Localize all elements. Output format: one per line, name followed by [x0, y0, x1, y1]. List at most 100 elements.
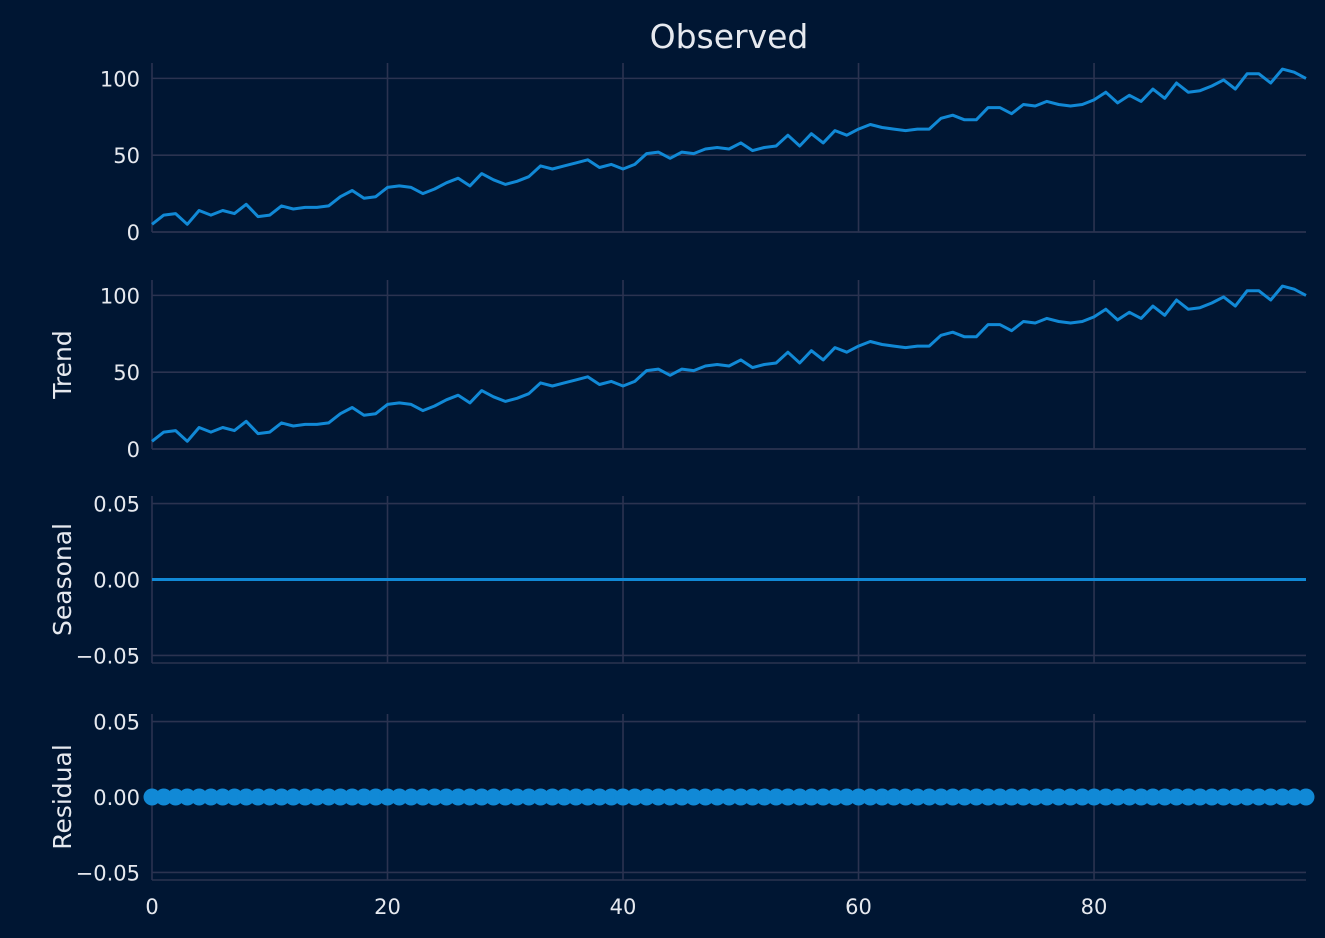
residual-point [1120, 788, 1138, 806]
residual-point [143, 788, 161, 806]
residual-point [626, 788, 644, 806]
residual-point [814, 788, 832, 806]
residual-point [496, 788, 514, 806]
residual-point [838, 788, 856, 806]
residual-point [343, 788, 361, 806]
ytick-label: −0.05 [76, 861, 140, 885]
ylabel-trend: Trend [48, 330, 77, 399]
residual-point [873, 788, 891, 806]
residual-point [1038, 788, 1056, 806]
residual-point [826, 788, 844, 806]
residual-point [885, 788, 903, 806]
xtick-label: 20 [374, 895, 401, 919]
residual-point [932, 788, 950, 806]
panel-trend: 0 50 100 Trend [48, 280, 1307, 462]
ytick-label: −0.05 [76, 644, 140, 668]
residual-point [779, 788, 797, 806]
residual-point [237, 788, 255, 806]
residual-point [1203, 788, 1221, 806]
residual-point [261, 788, 279, 806]
residual-point [1026, 788, 1044, 806]
ytick-label: 0 [127, 221, 140, 245]
residual-point [473, 788, 491, 806]
residual-point [284, 788, 302, 806]
residual-point [249, 788, 267, 806]
residual-point [1050, 788, 1068, 806]
residual-point [649, 788, 667, 806]
ylabel-residual: Residual [48, 744, 77, 850]
residual-point [1262, 788, 1280, 806]
residual-point [532, 788, 550, 806]
xtick-label: 80 [1081, 895, 1108, 919]
chart-title: Observed [650, 17, 809, 56]
xtick-label: 0 [145, 895, 158, 919]
residual-point [1097, 788, 1115, 806]
residual-point [178, 788, 196, 806]
residual-point [449, 788, 467, 806]
residual-point [579, 788, 597, 806]
residual-point [437, 788, 455, 806]
residual-point [543, 788, 561, 806]
ytick-label: 100 [100, 67, 140, 91]
ytick-label: 0.00 [93, 786, 140, 810]
residual-point [708, 788, 726, 806]
ytick-label: 0 [127, 438, 140, 462]
residual-point [555, 788, 573, 806]
residual-point [190, 788, 208, 806]
ytick-label: 0.00 [93, 569, 140, 593]
residual-point [850, 788, 868, 806]
residual-point [791, 788, 809, 806]
residual-point [661, 788, 679, 806]
xtick-label: 60 [845, 895, 872, 919]
residual-point [1250, 788, 1268, 806]
residual-point [331, 788, 349, 806]
residual-point [520, 788, 538, 806]
residual-point [567, 788, 585, 806]
residual-point [1132, 788, 1150, 806]
residual-point [1003, 788, 1021, 806]
residual-point [1215, 788, 1233, 806]
residual-point [897, 788, 915, 806]
panel-observed: 0 50 100 [100, 63, 1307, 245]
residual-point [1061, 788, 1079, 806]
residual-point [508, 788, 526, 806]
ytick-label: 0.05 [93, 711, 140, 735]
residual-point [944, 788, 962, 806]
residual-point [426, 788, 444, 806]
residual-point [155, 788, 173, 806]
residual-point [732, 788, 750, 806]
residual-point [273, 788, 291, 806]
residual-point [744, 788, 762, 806]
residual-point [991, 788, 1009, 806]
residual-point [685, 788, 703, 806]
residual-point [720, 788, 738, 806]
residual-point [1073, 788, 1091, 806]
residual-point [1179, 788, 1197, 806]
residual-point [673, 788, 691, 806]
residual-point [320, 788, 338, 806]
residual-point [1285, 788, 1303, 806]
residual-point [755, 788, 773, 806]
residual-point [390, 788, 408, 806]
residual-point [1014, 788, 1032, 806]
residual-point [1273, 788, 1291, 806]
residual-point [908, 788, 926, 806]
series-line-observed [151, 67, 1307, 226]
residual-point [920, 788, 938, 806]
residual-point [602, 788, 620, 806]
residual-point [1191, 788, 1209, 806]
residual-point [214, 788, 232, 806]
residual-point [1109, 788, 1127, 806]
residual-point [967, 788, 985, 806]
residual-point [379, 788, 397, 806]
residual-point [1226, 788, 1244, 806]
residual-point [484, 788, 502, 806]
residual-point [956, 788, 974, 806]
residual-point [614, 788, 632, 806]
residual-point [367, 788, 385, 806]
ytick-label: 50 [113, 144, 140, 168]
panel-residual: −0.05 0.00 0.05 Residual 0 20 40 60 80 [48, 711, 1315, 919]
panel-seasonal: −0.05 0.00 0.05 Seasonal [48, 493, 1306, 668]
residual-point [167, 788, 185, 806]
ytick-label: 0.05 [93, 493, 140, 517]
